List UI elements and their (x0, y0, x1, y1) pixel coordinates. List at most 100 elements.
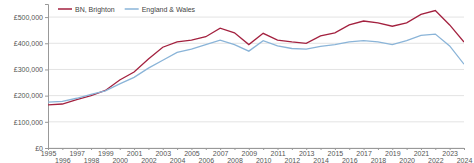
legend-swatch (58, 8, 72, 10)
x-tick-label: 2000 (112, 157, 128, 163)
x-tick: 2005 (184, 148, 200, 157)
series-line (48, 34, 464, 102)
grid-line (48, 43, 464, 44)
x-tick-label: 2021 (414, 150, 430, 157)
grid (48, 17, 464, 148)
x-tick: 1997 (69, 148, 85, 157)
x-tick-mark (148, 148, 149, 150)
x-tick-label: 2011 (270, 150, 285, 157)
x-tick-label: 2020 (399, 157, 415, 163)
series-group (48, 11, 464, 105)
y-axis: £0£100,000£200,000£300,000£400,000£500,0… (14, 5, 49, 152)
x-tick: 2020 (399, 148, 415, 163)
x-tick: 1998 (84, 148, 100, 163)
y-tick-mark (45, 17, 48, 18)
x-tick-mark (464, 148, 465, 150)
x-tick-mark (378, 148, 379, 150)
grid-line (48, 69, 464, 70)
x-tick-label: 2017 (356, 150, 372, 157)
y-tick: £300,000 (14, 66, 48, 73)
grid-line (48, 17, 464, 18)
x-tick: 2007 (213, 148, 229, 157)
series-line (48, 11, 464, 105)
x-tick-mark (62, 148, 63, 150)
x-tick-label: 1996 (55, 157, 71, 163)
x-tick: 1996 (55, 148, 71, 163)
x-tick: 2009 (242, 148, 258, 157)
y-tick-label: £400,000 (14, 40, 43, 47)
x-tick-label: 2019 (385, 150, 401, 157)
x-tick: 2003 (155, 148, 171, 157)
x-tick-mark (292, 148, 293, 150)
x-tick-label: 2003 (155, 150, 171, 157)
legend: BN, BrightonEngland & Wales (58, 6, 196, 14)
x-tick-mark (177, 148, 178, 150)
x-tick: 2011 (270, 148, 285, 157)
legend-item: England & Wales (125, 6, 196, 14)
grid-line (48, 95, 464, 96)
x-tick-label: 2012 (285, 157, 301, 163)
x-tick: 2014 (313, 148, 329, 163)
x-tick: 2018 (371, 148, 387, 163)
y-tick-label: £300,000 (14, 66, 43, 73)
y-axis-line (45, 5, 49, 149)
y-tick-mark (45, 43, 48, 44)
x-tick-label: 1998 (84, 157, 100, 163)
plot: £0£100,000£200,000£300,000£400,000£500,0… (14, 5, 473, 163)
x-tick: 2002 (141, 148, 157, 163)
x-tick-mark (234, 148, 235, 150)
x-tick-mark (321, 148, 322, 150)
x-tick-label: 2001 (127, 150, 143, 157)
y-tick: £400,000 (14, 40, 48, 47)
x-tick-mark (349, 148, 350, 150)
x-tick-label: 2007 (213, 150, 229, 157)
x-tick-mark (435, 148, 436, 150)
x-tick-label: 2023 (442, 150, 458, 157)
x-tick: 2021 (414, 148, 430, 157)
x-tick: 2017 (356, 148, 372, 157)
x-tick-label: 2010 (256, 157, 272, 163)
x-tick-mark (263, 148, 264, 150)
x-tick: 2000 (112, 148, 128, 163)
y-tick-mark (45, 148, 48, 149)
x-tick-label: 2015 (328, 150, 344, 157)
x-tick-label: 2008 (227, 157, 243, 163)
x-tick: 2023 (442, 148, 458, 157)
chart: £0£100,000£200,000£300,000£400,000£500,0… (0, 0, 474, 163)
x-tick-label: 1997 (69, 150, 85, 157)
x-tick-label: 2014 (313, 157, 329, 163)
x-tick-label: 2024 (457, 157, 473, 163)
x-tick: 2012 (285, 148, 301, 163)
y-tick-mark (45, 69, 48, 70)
x-tick-label: 2002 (141, 157, 157, 163)
y-tick: £200,000 (14, 92, 48, 99)
x-tick: 1999 (98, 148, 114, 157)
legend-label: England & Wales (142, 6, 196, 14)
x-tick-mark (120, 148, 121, 150)
x-tick-mark (407, 148, 408, 150)
y-tick: £100,000 (14, 119, 48, 126)
x-tick: 2022 (428, 148, 444, 163)
y-tick-label: £500,000 (14, 14, 43, 21)
x-tick: 2006 (199, 148, 215, 163)
x-tick-mark (206, 148, 207, 150)
y-tick-label: £200,000 (14, 92, 43, 99)
x-tick: 1995 (41, 148, 57, 157)
grid-line (48, 121, 464, 122)
x-tick-mark (91, 148, 92, 150)
x-tick-label: 1995 (41, 150, 57, 157)
x-tick-label: 2006 (199, 157, 215, 163)
x-tick: 2024 (457, 148, 473, 163)
y-tick-mark (45, 122, 48, 123)
x-tick: 2015 (328, 148, 344, 157)
x-tick-label: 2016 (342, 157, 358, 163)
x-tick-label: 2004 (170, 157, 186, 163)
legend-swatch (125, 8, 139, 10)
x-tick-label: 2022 (428, 157, 444, 163)
x-tick: 2008 (227, 148, 243, 163)
x-tick-label: 2009 (242, 150, 258, 157)
x-axis: 1995199619971998199920002001200220032004… (41, 148, 473, 163)
x-tick: 2004 (170, 148, 186, 163)
x-tick: 2010 (256, 148, 272, 163)
x-tick-label: 2005 (184, 150, 200, 157)
